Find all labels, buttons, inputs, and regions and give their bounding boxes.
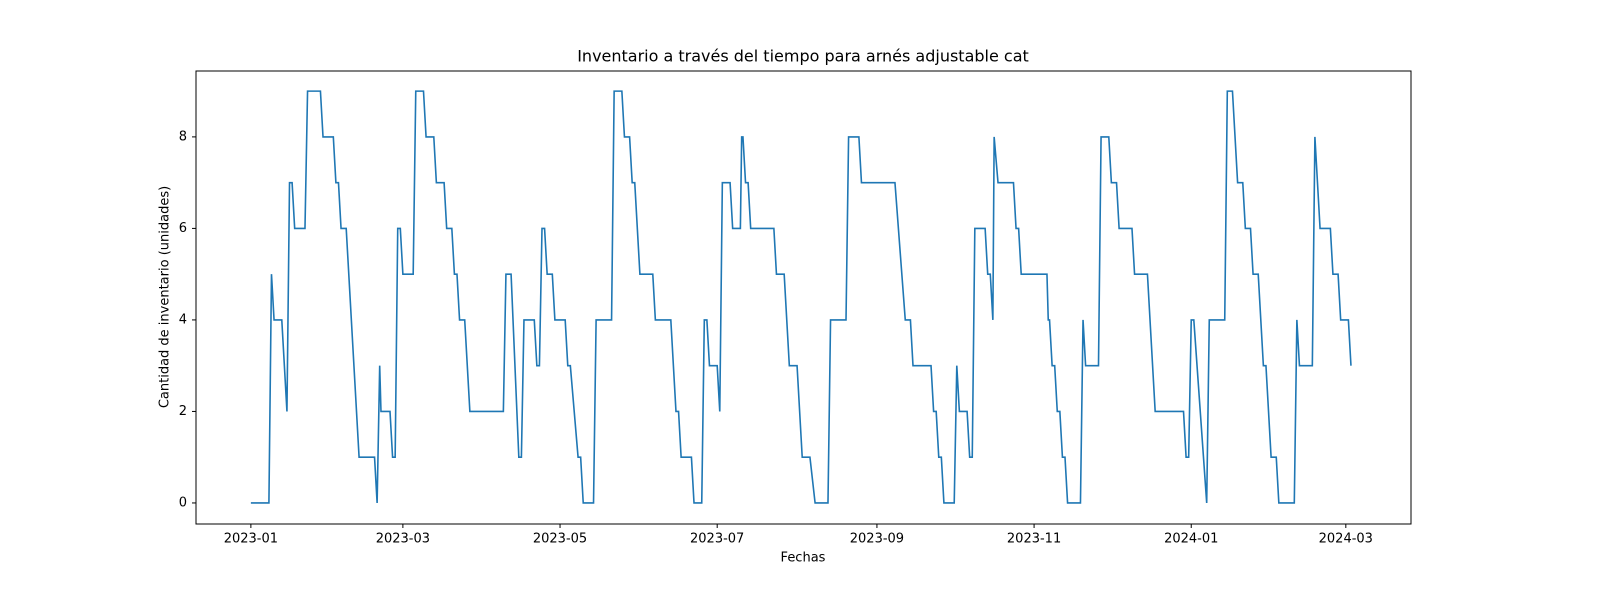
x-tick-label: 2023-05 — [533, 532, 587, 547]
x-tick-label: 2023-09 — [850, 532, 904, 547]
y-tick-label: 8 — [179, 129, 187, 144]
x-tick-label: 2023-11 — [1007, 532, 1061, 547]
y-axis-label: Cantidad de inventario (unidades) — [158, 186, 173, 408]
y-tick-label: 6 — [179, 221, 187, 236]
line — [250, 90, 1352, 504]
y-tick-label: 2 — [179, 404, 187, 419]
x-tick-label: 2023-01 — [224, 532, 278, 547]
plot-frame — [195, 70, 1412, 525]
x-tick-label: 2024-01 — [1164, 532, 1218, 547]
chart-title: Inventario a través del tiempo para arné… — [577, 47, 1029, 66]
y-tick-label: 0 — [179, 495, 187, 510]
x-tick-label: 2024-03 — [1319, 532, 1373, 547]
x-axis-label: Fechas — [781, 551, 826, 566]
x-tick-label: 2023-03 — [376, 532, 430, 547]
y-tick-label: 4 — [179, 312, 187, 327]
x-tick-label: 2023-07 — [690, 532, 744, 547]
